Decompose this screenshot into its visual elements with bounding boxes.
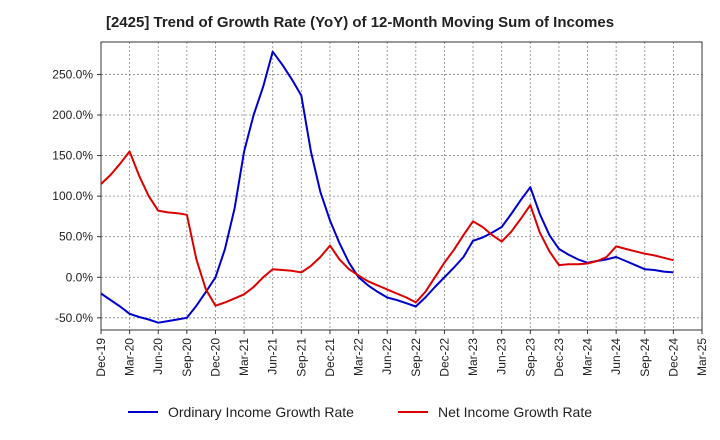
x-tick-label: Jun-23	[495, 338, 509, 375]
legend-swatch-net-income	[397, 411, 428, 413]
x-tick-label: Dec-23	[552, 338, 566, 377]
x-tick-label: Sep-23	[523, 338, 537, 377]
x-tick-label: Dec-21	[323, 338, 337, 377]
plot-area-border	[100, 41, 703, 331]
y-tick-label: -50.0%	[55, 311, 93, 325]
y-tick-label: 0.0%	[66, 270, 94, 284]
x-tick-label: Sep-21	[294, 338, 308, 377]
x-tick-label: Sep-20	[180, 338, 194, 377]
x-tick-label: Mar-25	[695, 338, 709, 376]
legend-label-net-income: Net Income Growth Rate	[437, 404, 593, 420]
x-tick-label: Mar-24	[581, 338, 595, 376]
y-axis-ticks: -50.0% 0.0% 50.0% 100.0% 150.0% 200.0% 250.0%	[52, 67, 101, 325]
x-tick-label: Jun-22	[380, 338, 394, 375]
y-tick-label: 250.0%	[52, 67, 93, 81]
series-line-net-income	[100, 150, 674, 307]
legend-swatch-ordinary-income	[127, 411, 158, 413]
x-tick-label: Mar-20	[123, 338, 137, 376]
x-tick-label: Dec-24	[666, 338, 680, 377]
series-layer	[100, 50, 674, 324]
y-tick-label: 50.0%	[59, 230, 93, 244]
x-tick-label: Mar-23	[466, 338, 480, 376]
chart-title: [2425] Trend of Growth Rate (YoY) of 12-…	[105, 14, 615, 31]
legend-item-ordinary-income: Ordinary Income Growth Rate	[127, 404, 354, 420]
x-axis-ticks: Dec-19 Mar-20 Jun-20 Sep-20 Dec-20 Mar-21 Jun-…	[94, 330, 709, 377]
x-tick-label: Jun-20	[151, 338, 165, 375]
x-tick-label: Dec-22	[437, 338, 451, 377]
x-tick-label: Mar-21	[237, 338, 251, 376]
y-tick-label: 200.0%	[52, 108, 93, 122]
x-tick-label: Jun-24	[609, 338, 623, 375]
legend-item-net-income: Net Income Growth Rate	[397, 404, 593, 420]
x-tick-label: Sep-22	[409, 338, 423, 377]
series-line-ordinary-income	[100, 50, 674, 324]
x-tick-label: Mar-22	[352, 338, 366, 376]
y-tick-label: 100.0%	[52, 189, 93, 203]
legend: Ordinary Income Growth Rate Net Income G…	[0, 404, 720, 420]
x-tick-label: Dec-20	[208, 338, 222, 377]
x-tick-label: Dec-19	[94, 338, 108, 377]
grid-layer	[101, 42, 702, 330]
legend-label-ordinary-income: Ordinary Income Growth Rate	[167, 404, 354, 420]
y-tick-label: 150.0%	[52, 149, 93, 163]
x-tick-label: Sep-24	[638, 338, 652, 377]
x-tick-label: Jun-21	[266, 338, 280, 375]
